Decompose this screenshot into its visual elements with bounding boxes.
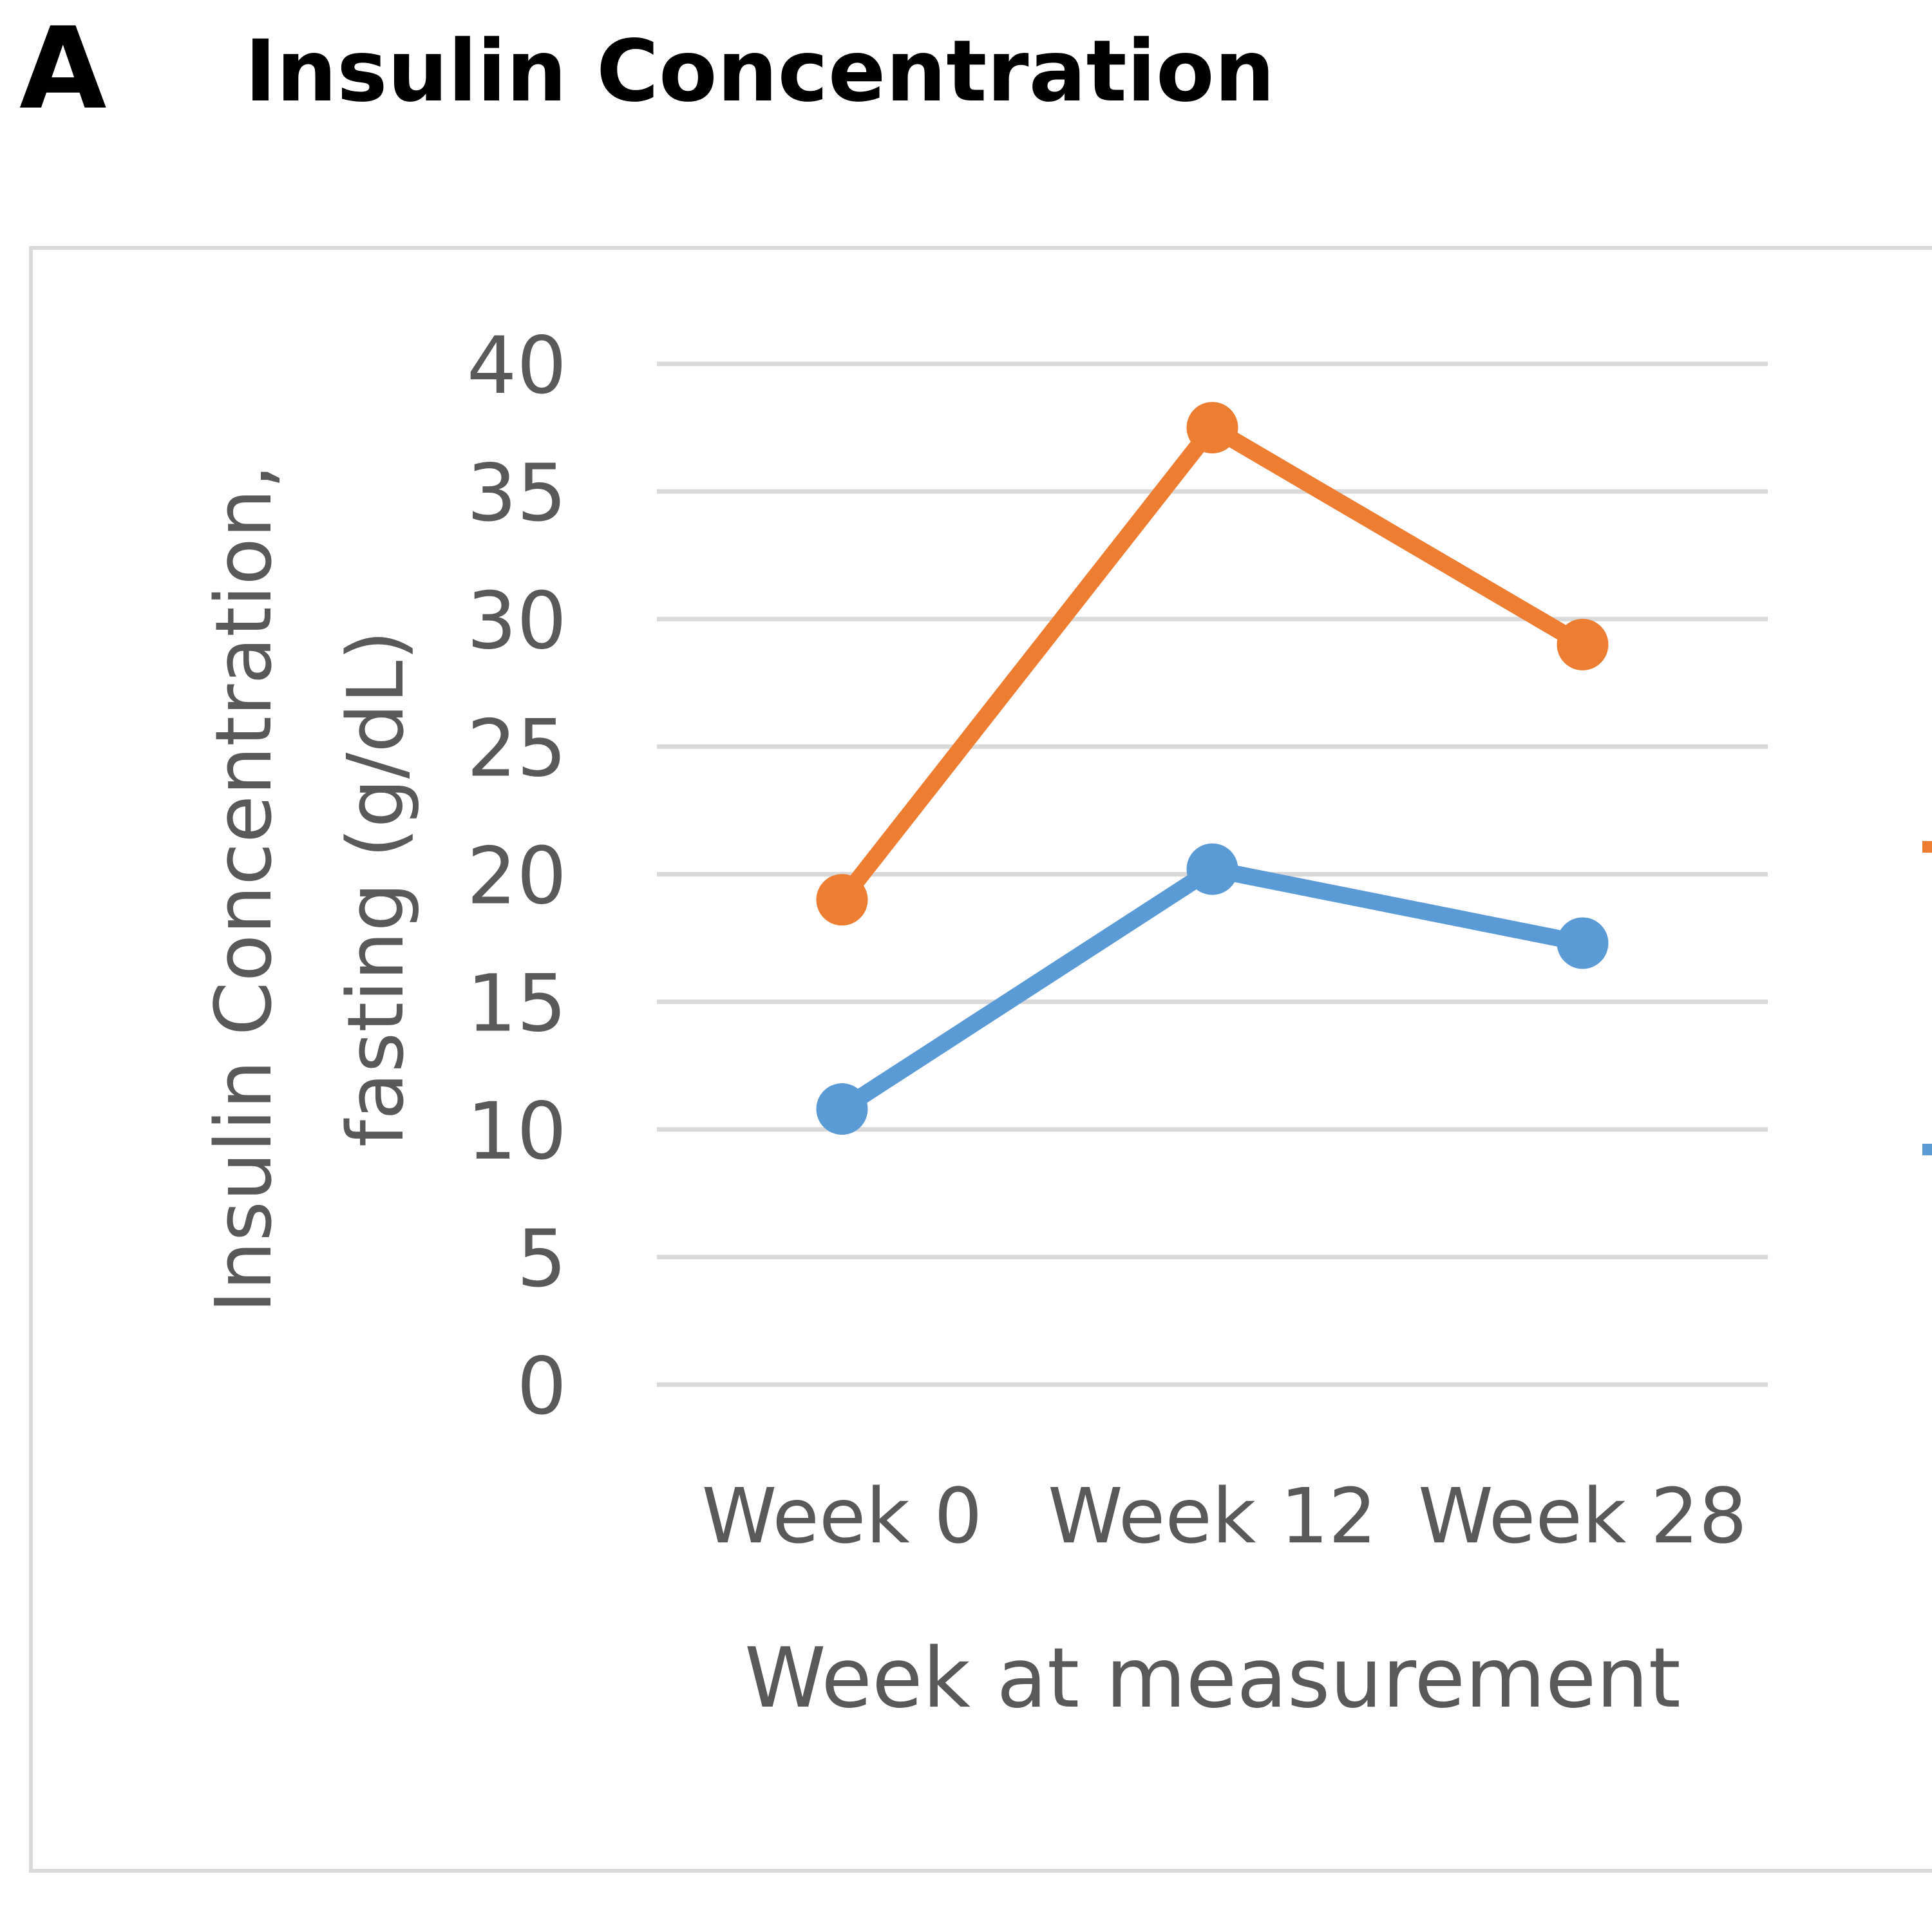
data-point-series-0 [1186, 402, 1238, 454]
data-point-series-0 [816, 874, 868, 926]
x-axis-ticks: Week 0 Week 12 Week 28 [702, 1472, 1747, 1560]
y-tick-label: 0 [516, 1341, 567, 1432]
y-tick-label: 5 [516, 1213, 567, 1305]
chart-title: Insulin Concentration [245, 22, 1275, 121]
data-series [816, 402, 1609, 1135]
y-tick-label: 40 [467, 320, 567, 412]
y-tick-label: 25 [467, 703, 567, 794]
data-point-series-1 [1557, 917, 1609, 969]
x-tick-label: Week 12 [1048, 1472, 1377, 1560]
x-axis-label: Week at measurement [744, 1631, 1681, 1727]
y-axis-label-line-2: fasting (g/dL) [332, 630, 421, 1147]
y-tick-label: 15 [467, 958, 567, 1050]
panel-letter: A [19, 4, 107, 135]
x-tick-label: Week 0 [702, 1472, 983, 1560]
x-tick-label: Week 28 [1418, 1472, 1747, 1560]
data-point-series-1 [1186, 843, 1238, 895]
y-tick-label: 30 [467, 575, 567, 667]
y-tick-label: 10 [467, 1086, 567, 1177]
gridlines [657, 361, 1768, 1387]
chart-area-border [29, 246, 1932, 1873]
y-axis-ticks: 0 5 10 15 20 25 30 35 40 [467, 320, 567, 1432]
y-axis-label-line-1: Insulin Concentration, [200, 464, 289, 1313]
y-tick-label: 35 [467, 448, 567, 539]
data-point-series-1 [816, 1083, 868, 1135]
data-point-series-0 [1557, 618, 1609, 670]
y-tick-label: 20 [467, 831, 567, 922]
